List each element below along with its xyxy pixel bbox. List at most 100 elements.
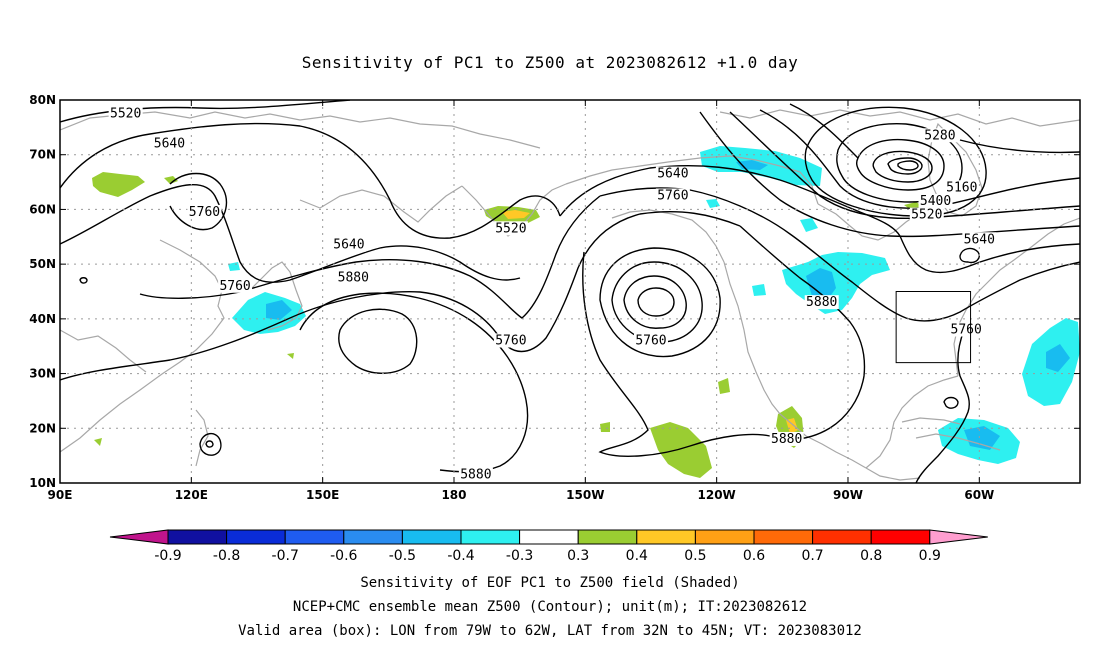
contour-5160-band [959, 139, 1080, 154]
negative-shade-caribbean-dark [964, 426, 1000, 450]
contour-low-ring-3 [855, 138, 945, 191]
contour-label: 5640 [333, 238, 364, 253]
colorbar-swatch [226, 529, 286, 545]
contour-label: 5400 [920, 194, 951, 209]
contour-label: 5760 [657, 188, 688, 203]
z500-contours [60, 100, 1080, 483]
negative-shade-hudson [800, 218, 818, 232]
contour-label-bg [909, 207, 944, 222]
coastline-asia-north [60, 111, 541, 149]
contour-5280-band [789, 103, 859, 159]
coastline-na-east [953, 217, 1080, 377]
coastline-cuba [901, 417, 961, 425]
contour-label-bg [918, 193, 953, 208]
contour-5880-na-east [915, 329, 970, 483]
lon-tick-label: 90E [48, 488, 73, 502]
contour-label-bg [493, 221, 528, 236]
positive-shade-siberia-small [164, 176, 178, 184]
contour-label: 5280 [924, 128, 955, 143]
coastlines [60, 109, 1080, 481]
lat-tick-label: 20N [29, 421, 56, 435]
lon-tick-label: 120W [698, 488, 736, 502]
coastline-central-america [865, 467, 921, 481]
contour-5760-central [60, 210, 741, 381]
lon-tick-label: 150W [566, 488, 604, 502]
gridlines [60, 100, 1080, 483]
contour-label-bg [218, 278, 253, 293]
contour-5400-band [759, 109, 1080, 209]
contour-low-ring-4 [872, 150, 933, 183]
lat-tick-label: 40N [29, 312, 56, 326]
contour-label-bg [336, 270, 371, 285]
colorbar-swatch [577, 529, 638, 545]
contour-small-loop-4 [205, 440, 214, 448]
lat-tick-label: 80N [29, 93, 56, 107]
lon-tick-label: 120E [175, 488, 208, 502]
negative-shade-small-west [752, 284, 766, 296]
footer-line-1: Sensitivity of EOF PC1 to Z500 field (Sh… [360, 575, 739, 591]
positive-shade-japan-small [287, 353, 294, 359]
contour-5880-south [299, 292, 529, 473]
colorbar-label: 0.5 [684, 548, 706, 564]
positive-shade-kamchatka-core [502, 210, 530, 219]
coastline-philippines [195, 409, 209, 467]
contour-small-loop-5 [79, 277, 88, 284]
contour-label-bg [922, 128, 957, 143]
contour-label: 5520 [495, 221, 526, 236]
contour-5760-highs-inner-3 [637, 287, 675, 317]
colorbar-swatch [753, 529, 814, 545]
contour-label-bg [804, 295, 839, 310]
colorbar-right-tip [929, 529, 988, 545]
colorbar-swatch [343, 529, 403, 545]
lon-tick-label: 150E [306, 488, 339, 502]
contour-small-loop-3 [199, 433, 222, 456]
colorbar-swatch [636, 529, 696, 545]
map-panel: 5520 5640 5760 5640 5760 5880 5520 5760 5640 5760… [29, 93, 1081, 502]
contour-5520-north [60, 100, 351, 123]
lat-tick-label: 50N [29, 257, 56, 271]
lat-tick-label: 10N [29, 476, 56, 490]
positive-shade-baja [718, 378, 730, 394]
lon-tick-label: 90W [833, 488, 863, 502]
map-title: Sensitivity of PC1 to Z500 at 2023082612… [302, 53, 799, 72]
contour-label-bg [493, 333, 528, 348]
contour-label-bg [769, 431, 804, 446]
colorbar-swatch [284, 529, 345, 545]
contour-label: 5640 [964, 232, 995, 247]
positive-shade-hawaii [650, 422, 712, 478]
coastline-gulf [865, 375, 959, 469]
contour-label-bg [655, 188, 690, 203]
positive-shade-siberia [92, 172, 145, 197]
contour-label: 5880 [806, 295, 837, 310]
coastline-east-asia [60, 239, 225, 453]
contour-5880-na [739, 225, 866, 440]
axis-ticks: 90E 120E 150E 180 150W 120W 90W 60W 80N 70N 60N 50N… [29, 93, 1080, 502]
contour-label: 5640 [154, 137, 185, 152]
colorbar-label: 0.3 [567, 548, 589, 564]
coastline-alaska [565, 155, 819, 205]
lat-tick-label: 60N [29, 202, 56, 216]
coastline-caribbean [915, 433, 1001, 451]
contour-label: 5520 [911, 208, 942, 223]
coastline-arctic-canada [719, 109, 1080, 127]
colorbar-label: 0.6 [743, 548, 765, 564]
contour-label-bg [949, 322, 984, 337]
colorbar-label: -0.5 [389, 548, 416, 564]
lat-tick-label: 70N [29, 148, 56, 162]
negative-shade-japan-dark [266, 300, 292, 320]
colorbar-label: 0.7 [801, 548, 823, 564]
colorbar-label: -0.8 [213, 548, 240, 564]
contour-label: 5640 [657, 167, 688, 182]
contour-label-bg [108, 106, 143, 121]
contour-label: 5880 [771, 432, 802, 447]
contour-label: 5760 [951, 323, 982, 338]
colorbar-swatch [812, 529, 872, 545]
contour-low-ring-5 [887, 157, 923, 175]
coastline-okhotsk [299, 185, 463, 223]
contour-5760-highs-inner-2 [623, 275, 687, 329]
contour-5880-loop [338, 308, 418, 374]
contour-label-bg [187, 204, 222, 219]
contour-label-bg [152, 136, 187, 151]
colorbar-label: 0.8 [860, 548, 882, 564]
contour-low-ring-1 [804, 106, 987, 217]
